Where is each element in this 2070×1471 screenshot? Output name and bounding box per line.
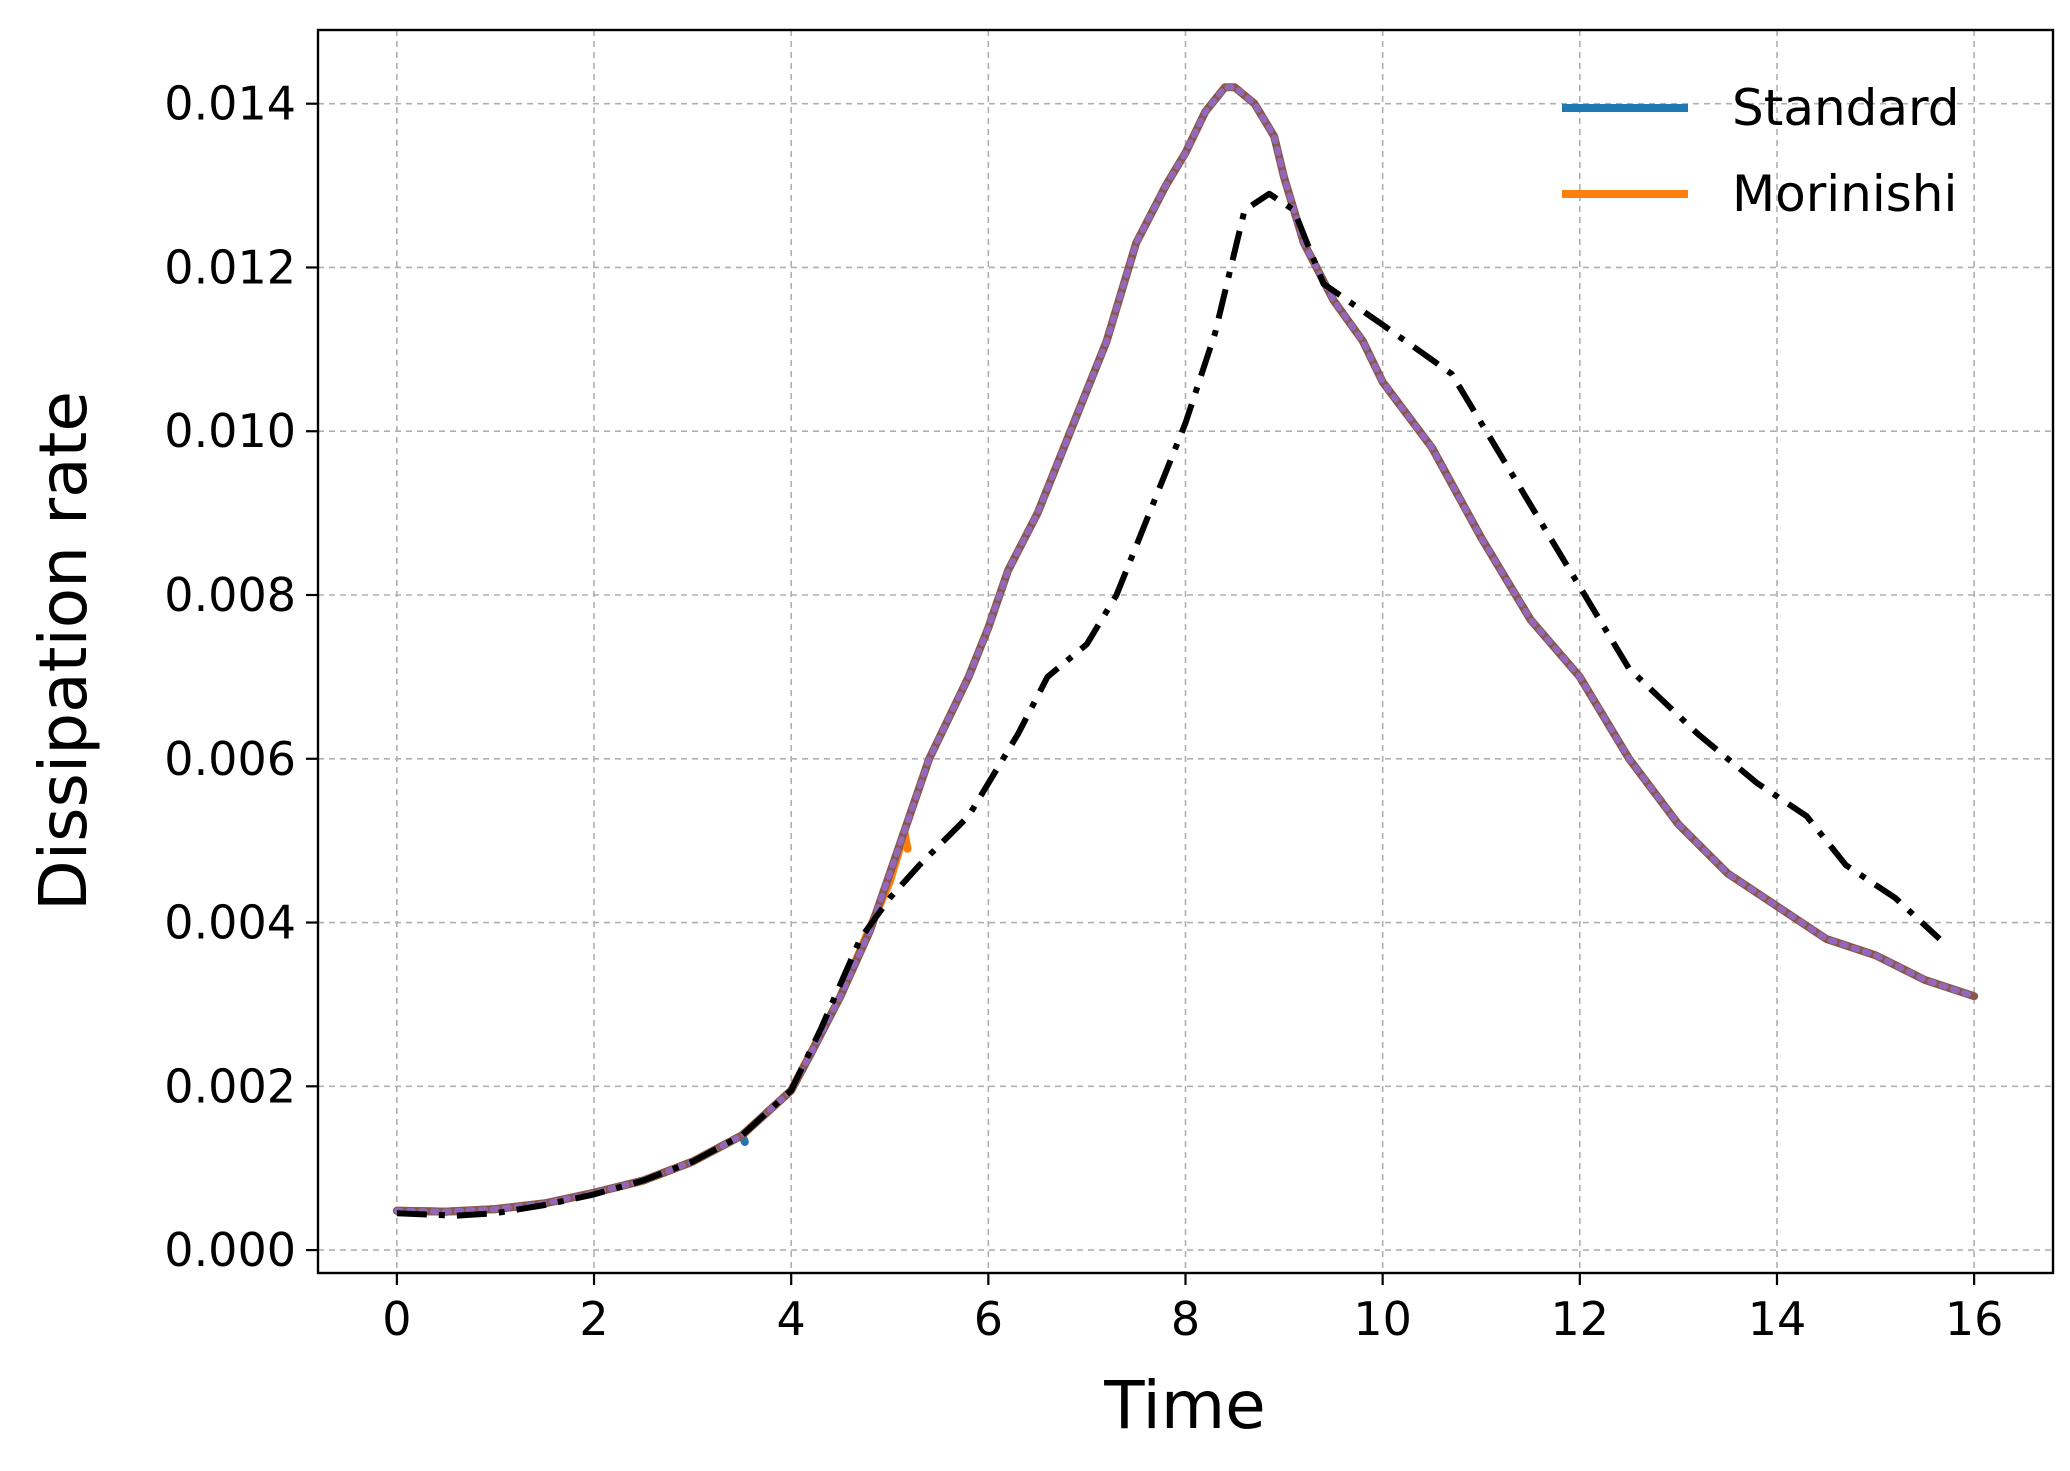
x-tick-label: 16 [1945,1292,2004,1346]
x-tick-label: 8 [1171,1292,1200,1346]
x-tick-label: 12 [1551,1292,1610,1346]
y-tick-label: 0.012 [164,240,296,294]
x-axis-ticks: 0 2 4 6 8 10 12 14 16 [382,1273,2003,1346]
legend-label: Standard [1732,79,1959,137]
x-tick-label: 6 [974,1292,1003,1346]
y-tick-label: 0.000 [164,1223,296,1277]
series-line-4 [393,84,1978,1215]
x-tick-label: 0 [382,1292,411,1346]
y-tick-label: 0.010 [164,404,296,458]
y-tick-label: 0.002 [164,1059,296,1113]
y-tick-label: 0.014 [164,77,296,131]
series-line-5 [396,190,1942,1219]
legend-label: Morinishi [1732,165,1957,223]
y-tick-label: 0.006 [164,732,296,786]
x-tick-label: 10 [1353,1292,1412,1346]
grid [318,30,2053,1273]
y-tick-label: 0.008 [164,568,296,622]
x-tick-label: 14 [1748,1292,1807,1346]
x-axis-label: Time [1103,1367,1266,1444]
series-layer [392,83,1979,1219]
y-axis-ticks: 0.000 0.002 0.004 0.006 0.008 0.010 0.012 0.014 [164,77,318,1277]
y-axis-label: Dissipation rate [25,391,102,911]
x-tick-label: 2 [579,1292,608,1346]
y-tick-label: 0.004 [164,896,296,950]
legend: Standard Morinishi [1562,79,1959,223]
x-tick-label: 4 [777,1292,806,1346]
